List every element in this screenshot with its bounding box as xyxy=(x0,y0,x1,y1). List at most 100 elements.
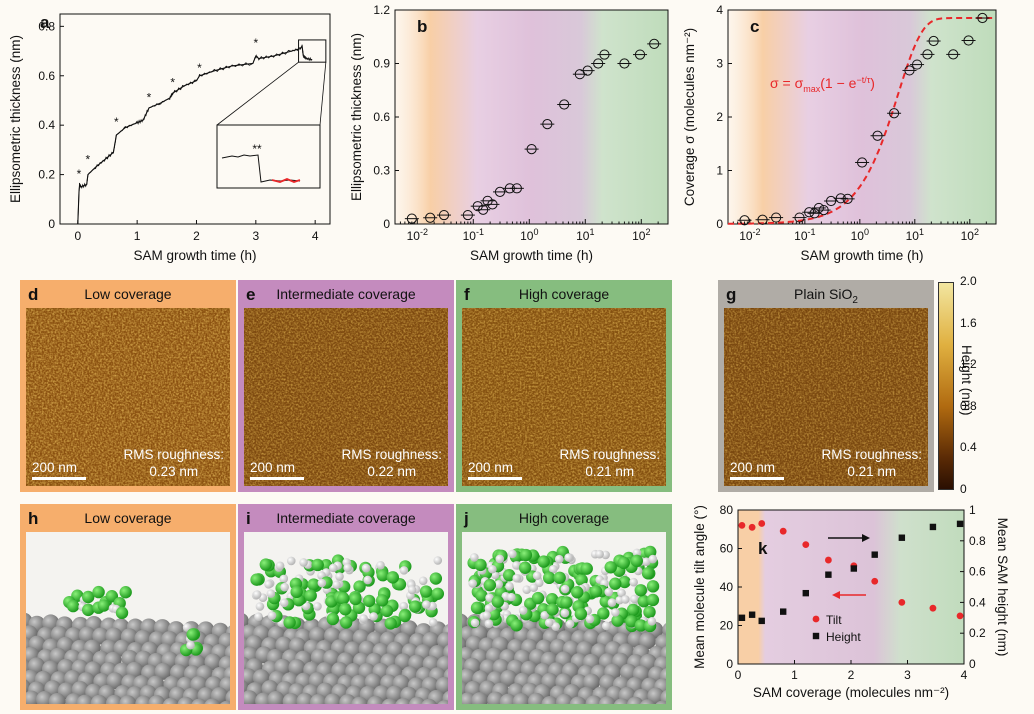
tilt-point xyxy=(758,520,766,527)
carbon-atom xyxy=(283,616,296,629)
data-point xyxy=(825,195,837,207)
carbon-atom xyxy=(604,561,617,574)
carbon-atom xyxy=(290,585,303,599)
y-tick-label: 0.6 xyxy=(38,69,55,83)
data-point xyxy=(472,201,483,212)
hydrogen-atom xyxy=(286,556,296,566)
hydrogen-atom xyxy=(470,553,479,562)
thickness-trace xyxy=(77,44,313,225)
data-point xyxy=(574,69,585,80)
afm-texture xyxy=(724,308,928,486)
afm-panel-low: Low coverage d 200 nm RMS roughness: 0.23… xyxy=(20,280,236,492)
hydrogen-atom xyxy=(532,571,542,580)
carbon-atom xyxy=(531,591,545,605)
colorbar-tick-label: 2.0 xyxy=(960,274,977,288)
md-panel-low: Low coverage h xyxy=(20,504,236,710)
hydrogen-atom xyxy=(328,563,338,573)
hydrogen-atom xyxy=(470,618,480,628)
hydrogen-atom xyxy=(611,608,620,617)
carbon-atom xyxy=(429,572,443,585)
afm-title-low: Low coverage xyxy=(84,286,172,302)
height-point xyxy=(758,617,765,625)
y-right-tick-label: 0.2 xyxy=(969,626,986,640)
substrate-atom xyxy=(367,695,385,704)
hydrogen-atom xyxy=(647,617,657,626)
substrate-atom xyxy=(655,700,666,704)
silica-substrate xyxy=(26,613,230,704)
plot-frame xyxy=(737,509,965,665)
afm-panel-plain-sio2: Plain SiO2 g 200 nm RMS roughness: 0.21 n… xyxy=(718,280,934,492)
y-tick-label: 2 xyxy=(716,110,723,124)
afm-texture xyxy=(462,308,666,486)
carbon-atom xyxy=(618,575,631,589)
inset-trace xyxy=(221,154,301,183)
height-point xyxy=(898,534,906,541)
carbon-atom xyxy=(386,571,400,584)
substrate-atom xyxy=(585,695,603,704)
hydrogen-atom xyxy=(512,573,522,583)
data-point xyxy=(582,65,593,76)
y-tick-label: 0.6 xyxy=(373,110,390,124)
hydrogen-atom xyxy=(621,595,630,604)
hydrogen-atom xyxy=(267,611,277,620)
rms-roughness-plain: RMS roughness: 0.21 nm xyxy=(821,446,922,480)
hydrogen-atom xyxy=(508,549,517,559)
data-point xyxy=(619,58,630,69)
x-tick-label: 4 xyxy=(312,229,319,243)
substrate-atom xyxy=(310,648,328,666)
panel-c-coverage-log: 10-2 10-1 100 101 102 0 1 2 3 4 SAM growth time (h… xyxy=(682,3,997,263)
colorbar-label: Height (nm) xyxy=(959,345,974,416)
hydrogen-atom xyxy=(494,579,503,589)
y-axis-label: Ellipsometric thickness (nm) xyxy=(8,35,23,203)
x-axis-label: SAM growth time (h) xyxy=(133,248,256,263)
substrate-atom xyxy=(191,698,208,704)
silica-substrate xyxy=(244,613,448,704)
x-tick-label: 4 xyxy=(961,668,968,682)
hydrogen-atom xyxy=(630,594,639,604)
substrate-atom xyxy=(106,672,124,690)
panel-b-thickness-log: 10-2 10-1 100 101 102 0 0.3 0.6 0.9 1.2 SAM growth… xyxy=(349,3,669,263)
substrate-atom xyxy=(92,627,110,645)
afm-image-intermediate: 200 nm RMS roughness: 0.22 nm xyxy=(244,308,448,486)
x-tick-label: 10-1 xyxy=(463,227,484,243)
substrate-atom xyxy=(512,693,530,704)
substrate-atom xyxy=(437,632,448,650)
rms-label: RMS roughness: xyxy=(341,447,442,462)
y-tick-label: 20 xyxy=(720,619,734,633)
event-star-marker: * xyxy=(147,91,152,105)
afm-texture xyxy=(244,308,448,486)
y-tick-label: 0.8 xyxy=(38,19,55,33)
height-colorbar xyxy=(938,282,954,490)
y-tick-label: 0 xyxy=(48,217,55,231)
rms-label: RMS roughness: xyxy=(559,447,660,462)
height-point xyxy=(748,611,756,618)
carbon-atom xyxy=(560,596,573,609)
x-tick-label: 3 xyxy=(904,668,911,682)
carbon-atom xyxy=(518,561,532,574)
y-tick-label: 40 xyxy=(720,580,734,594)
hydrogen-atom xyxy=(560,584,570,594)
zoom-connector xyxy=(216,61,299,126)
colorbar-tick-label: 0.4 xyxy=(960,440,977,455)
carbon-atom xyxy=(634,584,647,597)
thickness-trace-detail xyxy=(77,44,312,225)
hydrogen-atom xyxy=(399,601,409,611)
carbon-atom xyxy=(81,603,95,617)
data-point xyxy=(888,108,900,119)
legend-tilt-marker xyxy=(812,615,820,623)
y-right-axis-label: Mean SAM height (nm) xyxy=(995,518,1010,657)
carbon-atom xyxy=(250,573,263,586)
hydrogen-atom xyxy=(280,582,289,592)
md-render xyxy=(462,545,666,704)
hydrogen-atom xyxy=(363,575,373,585)
hydrogen-atom xyxy=(595,549,604,559)
carbon-atom xyxy=(589,585,603,598)
hydrogen-atom xyxy=(529,583,539,593)
hydrogen-atom xyxy=(485,593,494,603)
hydrogen-atom xyxy=(564,553,573,562)
legend-tilt-label: Tilt xyxy=(826,613,842,627)
substrate-atom xyxy=(324,693,342,704)
data-point xyxy=(928,35,939,47)
event-star-marker: * xyxy=(114,115,119,129)
data-point xyxy=(911,59,923,70)
